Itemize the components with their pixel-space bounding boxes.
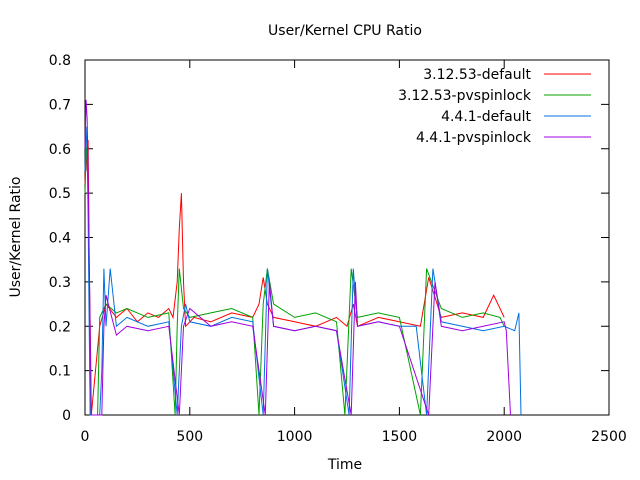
legend-label-3: 4.4.1-pvspinlock <box>416 130 532 146</box>
x-tick-label-5: 2500 <box>591 429 627 445</box>
x-tick-label-4: 2000 <box>486 429 522 445</box>
x-tick-label-0: 0 <box>81 429 90 445</box>
y-tick-label-7: 0.7 <box>49 97 71 113</box>
y-tick-label-0: 0 <box>62 408 71 424</box>
legend-label-0: 3.12.53-default <box>423 67 531 83</box>
series-layer <box>84 99 522 416</box>
legend: 3.12.53-default 3.12.53-pvspinlock 4.4.1-d… <box>398 67 591 146</box>
y-tick-label-6: 0.6 <box>49 142 71 158</box>
y-tick-label-8: 0.8 <box>49 53 71 69</box>
legend-label-2: 4.4.1-default <box>441 109 531 125</box>
chart-title: User/Kernel CPU Ratio <box>268 23 422 39</box>
series-line-3 <box>84 99 511 416</box>
y-tick-label-4: 0.4 <box>49 231 71 247</box>
y-tick-label-3: 0.3 <box>49 275 71 291</box>
x-tick-label-1: 500 <box>176 429 203 445</box>
series-line-0 <box>84 139 505 416</box>
series-line-2 <box>84 126 522 416</box>
y-tick-label-2: 0.2 <box>49 319 71 335</box>
x-tick-label-2: 1000 <box>277 429 313 445</box>
x-axis-label: Time <box>327 457 362 473</box>
series-line-1 <box>84 139 505 416</box>
y-tick-label-1: 0.1 <box>49 364 71 380</box>
x-tick-label-3: 1500 <box>382 429 418 445</box>
legend-label-1: 3.12.53-pvspinlock <box>398 88 532 104</box>
y-axis-label: User/Kernel Ratio <box>8 176 24 297</box>
axes: 0 500 1000 1500 2000 2500 0 0.1 0.2 0.3 0.4 0.5 0.6 0… <box>49 53 627 445</box>
y-tick-label-5: 0.5 <box>49 186 71 202</box>
